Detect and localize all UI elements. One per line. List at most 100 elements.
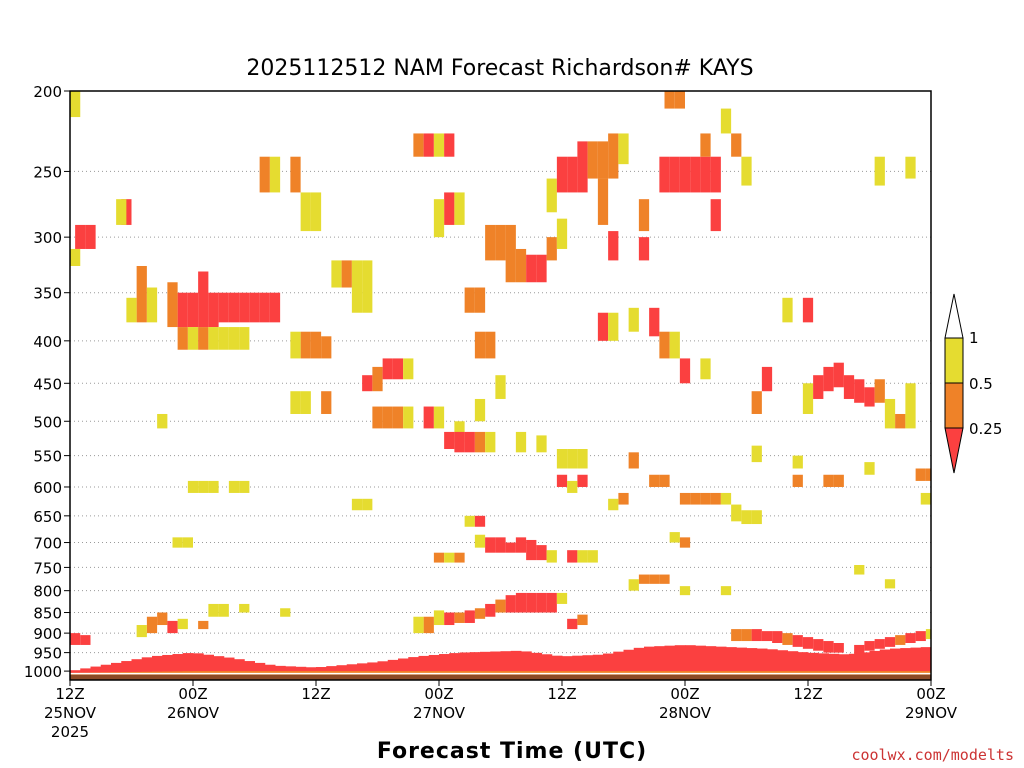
ri-cell-19 (167, 282, 178, 328)
layer-1-col-74 (828, 653, 840, 676)
ri-cell-155 (751, 391, 762, 414)
ri-cell-37 (300, 391, 311, 414)
ri-cell-76 (597, 141, 609, 179)
ri-cell-17 (259, 292, 270, 323)
ri-cell-129 (731, 504, 742, 522)
ytick-label-350: 350 (33, 285, 62, 303)
ri-cell-24 (218, 327, 229, 350)
ri-cell-239 (874, 639, 885, 649)
ytick-label-450: 450 (33, 375, 62, 393)
ri-cell-48 (372, 406, 383, 429)
ri-cell-113 (556, 449, 568, 469)
ri-cell-23 (208, 327, 219, 350)
ri-cell-91 (710, 199, 721, 232)
ri-cell-195 (526, 539, 537, 561)
ri-cell-209 (474, 608, 486, 619)
layer-1-col-50 (582, 655, 594, 676)
ri-cell-243 (915, 631, 926, 642)
ytick-label-500: 500 (33, 413, 62, 431)
xtick-label-12-0: 00Z (178, 685, 207, 703)
ri-cell-181 (208, 603, 219, 617)
ri-cell-147 (864, 387, 875, 407)
ri-cell-35 (321, 336, 332, 359)
layer-1-col-77 (859, 652, 870, 676)
ytick-label-200: 200 (33, 83, 62, 101)
layer-1-col-21 (285, 666, 296, 676)
layer-1-col-66 (746, 648, 758, 676)
ri-cell-109 (474, 431, 486, 453)
plot-frame (69, 90, 932, 681)
xtick-label-60-0: 00Z (670, 685, 699, 703)
ri-cell-72 (556, 156, 568, 193)
ri-cell-127 (710, 492, 721, 505)
ri-cell-114 (567, 449, 578, 469)
ri-cell-104 (474, 398, 486, 422)
ri-cell-30 (300, 192, 311, 232)
ri-cell-64 (495, 224, 506, 261)
ri-cell-210 (464, 610, 475, 623)
ri-cell-27 (259, 156, 270, 193)
ri-cell-46 (392, 358, 404, 380)
ri-cell-34 (290, 331, 301, 359)
ytick-label-550: 550 (33, 448, 62, 466)
ri-cell-93 (649, 307, 660, 337)
ri-cell-128 (720, 492, 732, 505)
ri-cell-169 (731, 133, 742, 157)
ri-cell-40 (341, 260, 352, 288)
ri-cell-133 (679, 537, 691, 548)
ri-cell-22 (198, 327, 209, 350)
ri-cell-55 (423, 133, 434, 157)
ri-cell-41 (351, 260, 363, 313)
ri-cell-162 (854, 564, 865, 575)
ri-cell-138 (679, 586, 691, 596)
ytick-label-850: 850 (33, 605, 62, 623)
ri-cell-59 (433, 199, 445, 238)
ground-band-fill (70, 674, 931, 680)
xtick-label-12-1: 26NOV (167, 704, 220, 722)
layer-1-col-29 (367, 662, 378, 676)
ri-cell-44 (372, 366, 383, 392)
layer-1-col-53 (613, 651, 624, 676)
ri-cell-33 (310, 331, 322, 359)
ri-cell-107 (454, 431, 465, 453)
ri-cell-52 (423, 406, 434, 429)
colorbar-label-2: 0.25 (969, 420, 1002, 438)
layer-1-col-55 (633, 647, 645, 676)
ri-cell-45 (382, 358, 393, 380)
ri-cell-227 (741, 629, 752, 642)
ri-cell-204 (536, 592, 547, 613)
credit-link[interactable]: coolwx.com/modelts (851, 746, 1014, 764)
layer-1-col-36 (439, 654, 450, 676)
ri-cell-233 (802, 637, 814, 649)
ri-cell-66 (515, 248, 527, 283)
ri-cell-191 (485, 537, 496, 553)
layer-1-col-46 (541, 654, 553, 676)
layer-1-col-19 (264, 664, 276, 676)
ri-cell-83 (669, 156, 680, 193)
ri-cell-140 (792, 455, 803, 469)
ri-cell-124 (679, 492, 691, 505)
ri-cell-171 (187, 480, 199, 493)
xtick-label-84-1: 29NOV (905, 704, 958, 722)
ri-cell-116 (556, 474, 568, 487)
layer-1-col-27 (346, 664, 358, 676)
ri-cell-84 (679, 156, 691, 193)
ri-cell-139 (720, 586, 732, 596)
colorbar-top-triangle (944, 293, 964, 339)
colorbar-label-1: 0.5 (969, 375, 993, 393)
xtick-label-84-0: 00Z (916, 685, 945, 703)
ri-cell-237 (854, 644, 865, 655)
layer-1-col-44 (521, 651, 532, 676)
ri-cell-226 (731, 629, 742, 642)
ri-cell-100 (608, 312, 619, 341)
ri-cell-146 (854, 379, 865, 403)
ri-cell-121 (659, 474, 670, 487)
layer-1-col-52 (603, 653, 614, 676)
layer-1-col-11 (182, 653, 194, 676)
ri-cell-51 (403, 406, 414, 429)
layer-1-col-7 (141, 657, 153, 676)
ri-cell-165 (920, 492, 931, 505)
layer-1-col-49 (572, 655, 583, 676)
ytick-label-650: 650 (33, 508, 62, 526)
